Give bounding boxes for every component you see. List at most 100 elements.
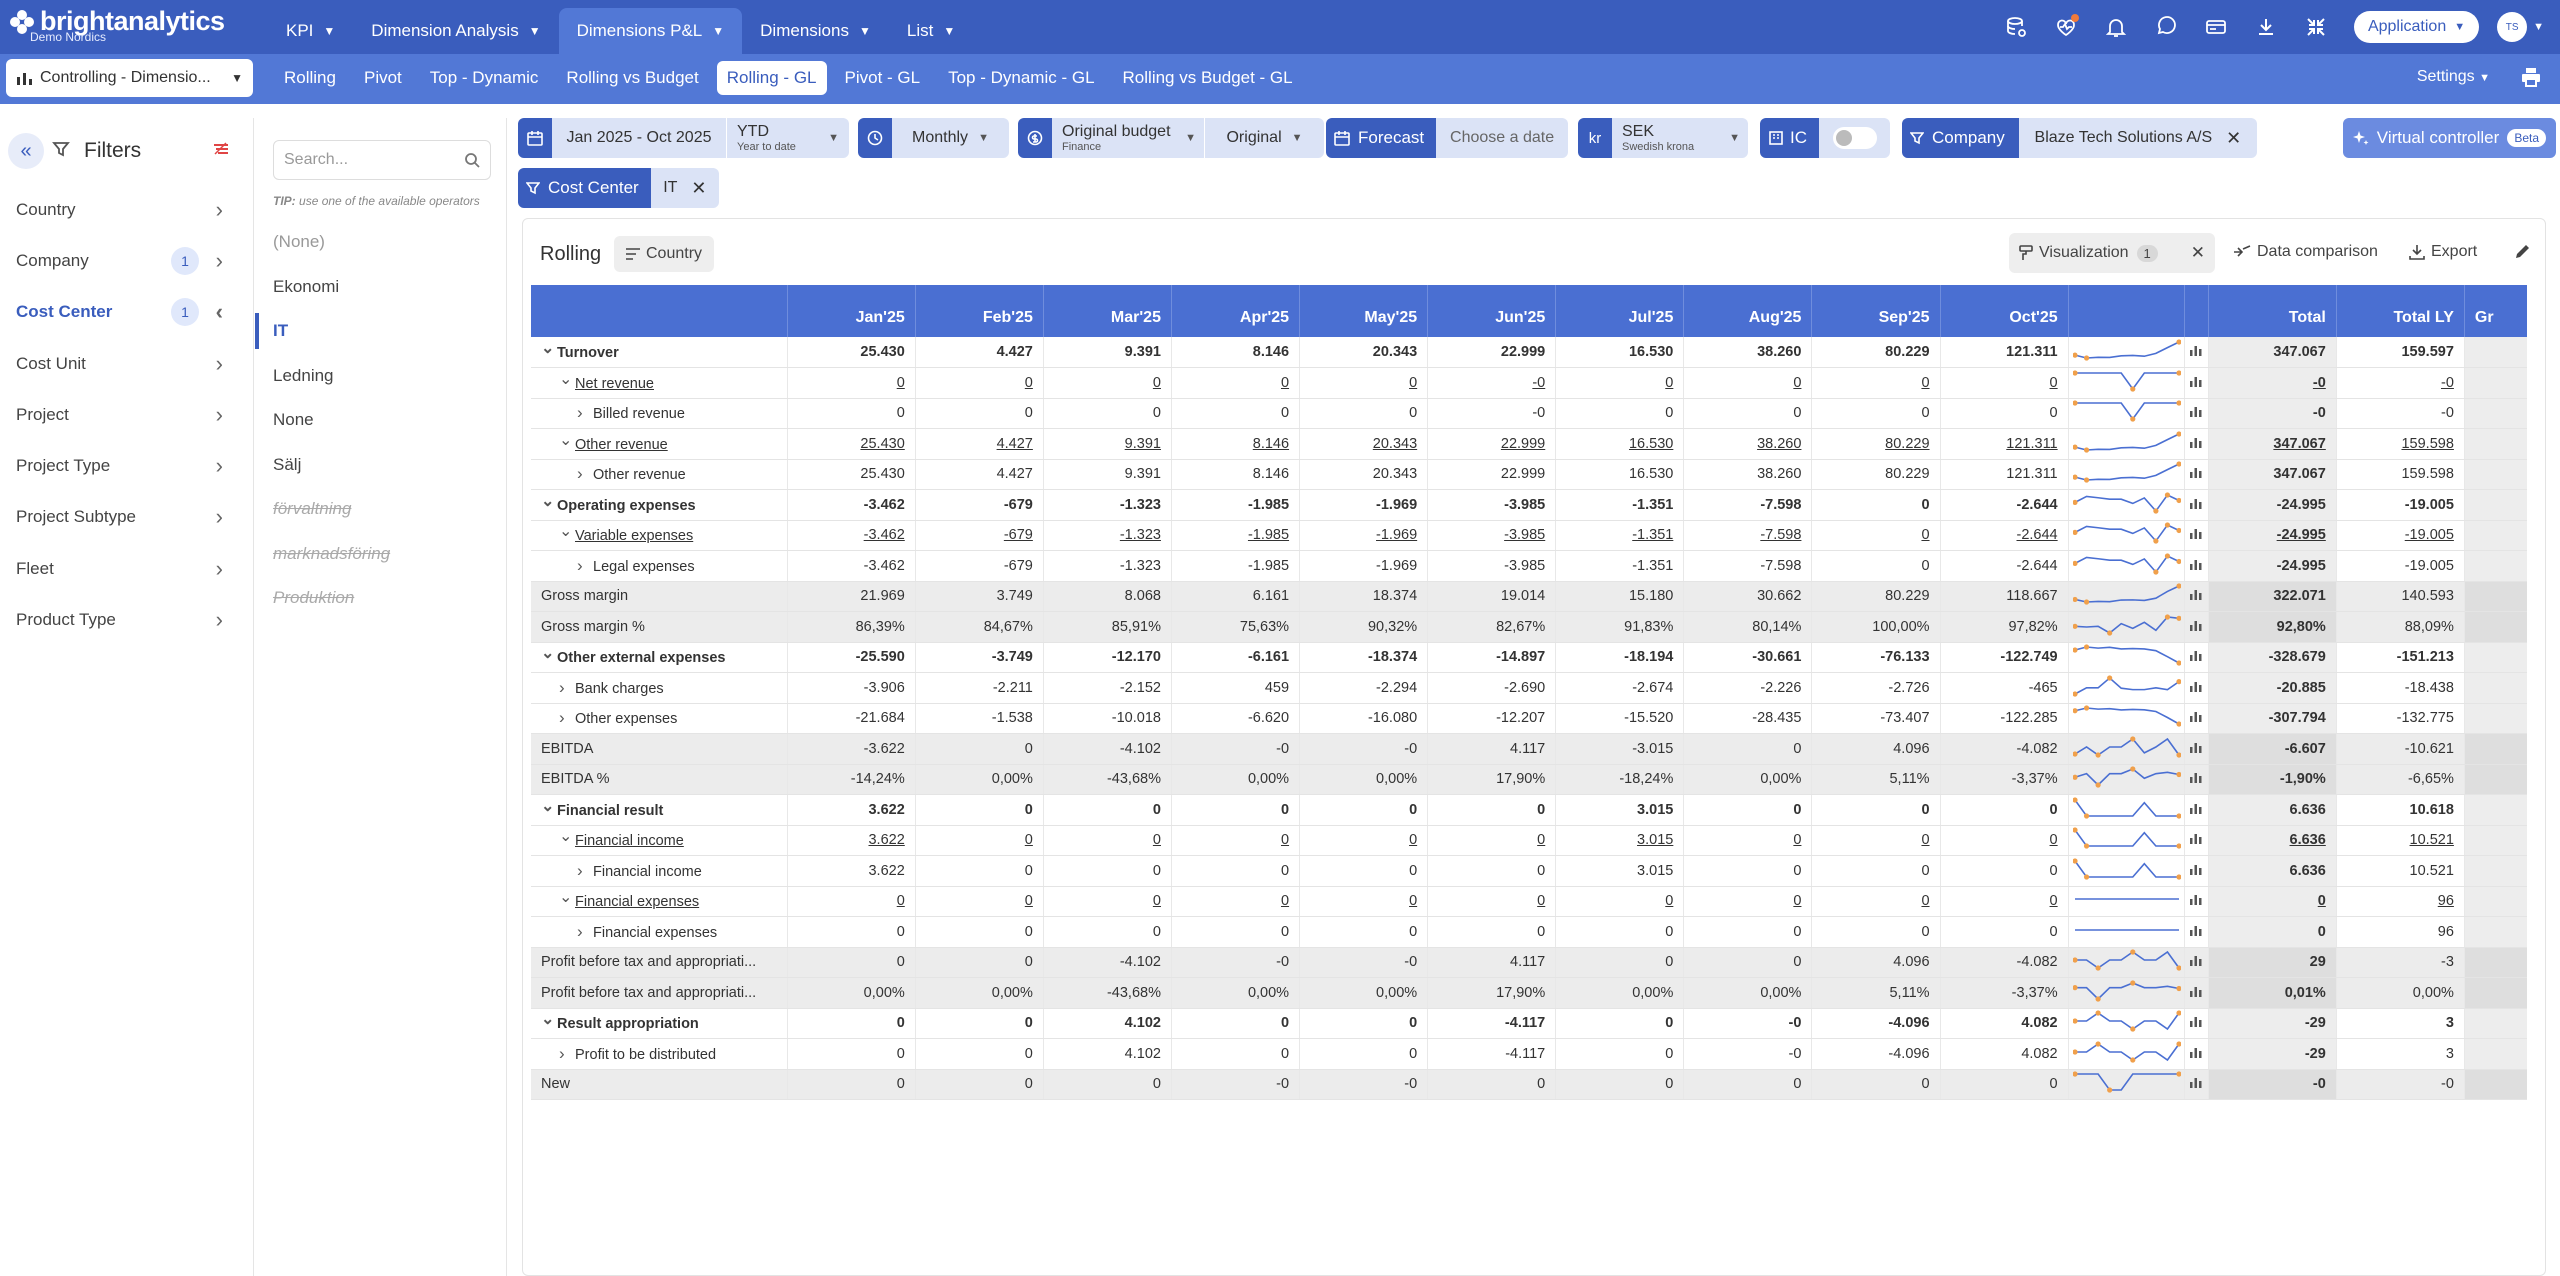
value-cell[interactable]: 0,00% [915, 764, 1044, 795]
value-cell[interactable]: 25.430 [787, 337, 916, 368]
chat-icon[interactable] [2150, 11, 2182, 43]
value-cell[interactable]: 4.117 [1427, 733, 1557, 765]
filter-value-item[interactable]: IT [255, 309, 507, 354]
filter-value-item[interactable]: förvaltning [273, 499, 352, 519]
value-cell[interactable]: 4.427 [915, 428, 1044, 460]
value-cell[interactable]: -0 [1299, 1069, 1429, 1100]
table-row[interactable]: Profit before tax and appropriati... 0 0 -4… [531, 947, 2527, 978]
value-cell[interactable]: 0 [787, 1038, 916, 1070]
main-nav-item[interactable]: Dimension Analysis ▼ [353, 8, 558, 54]
report-tab[interactable]: Pivot [363, 68, 402, 87]
value-cell[interactable]: -0 [1171, 1069, 1301, 1100]
value-cell[interactable]: 15.180 [1555, 581, 1685, 612]
value-cell[interactable]: 0 [1043, 398, 1172, 429]
value-cell[interactable]: 0 [1940, 398, 2069, 429]
value-cell[interactable]: -6.161 [1171, 642, 1301, 673]
row-label-cell[interactable]: › Other revenue [531, 459, 788, 490]
value-cell[interactable]: 0 [1940, 794, 2069, 826]
value-cell[interactable]: 80.229 [1811, 581, 1941, 612]
settings-menu[interactable]: Settings ▼ [2417, 68, 2490, 86]
remove-company-filter-icon[interactable]: ✕ [2226, 127, 2242, 148]
total-cell[interactable]: 322.071 [2208, 581, 2337, 612]
table-row[interactable]: ⌄ Result appropriation 0 0 4.102 0 0 -4.117 0 -0-… [531, 1008, 2527, 1039]
row-label-cell[interactable]: EBITDA [531, 733, 788, 765]
column-header[interactable]: Sep'25 [1811, 285, 1941, 337]
total-cell[interactable]: -6.607 [2208, 733, 2337, 765]
total-cell[interactable]: -328.679 [2208, 642, 2337, 673]
currency-selector[interactable]: kr SEK Swedish krona ▼ [1578, 118, 1748, 158]
collapse-row-icon[interactable]: ⌄ [541, 1011, 555, 1029]
value-cell[interactable]: -7.598 [1683, 520, 1813, 551]
value-cell[interactable]: 0 [1555, 398, 1685, 429]
table-row[interactable]: › Profit to be distributed 0 0 4.102 0 0 -4.117… [531, 1038, 2527, 1070]
value-cell[interactable]: 4.102 [1043, 1038, 1172, 1070]
row-label-cell[interactable]: ⌄ Turnover [531, 337, 788, 368]
value-cell[interactable]: -43,68% [1043, 977, 1172, 1009]
value-cell[interactable]: -3.462 [787, 520, 916, 551]
bar-chart-icon[interactable] [2190, 1015, 2202, 1028]
filter-item[interactable]: Company 1 › [0, 235, 253, 286]
main-nav-item[interactable]: KPI ▼ [268, 8, 353, 54]
value-cell[interactable]: -1.351 [1555, 550, 1685, 582]
value-cell[interactable]: -4.102 [1043, 733, 1172, 765]
column-header[interactable]: Feb'25 [915, 285, 1044, 337]
card-icon[interactable] [2200, 11, 2232, 43]
total-ly-cell[interactable]: -10.621 [2336, 733, 2465, 765]
value-cell[interactable]: -2.226 [1683, 672, 1813, 704]
period-range[interactable]: Jan 2025 - Oct 2025 [552, 118, 726, 158]
row-label-cell[interactable]: › Other expenses [531, 703, 788, 734]
collapse-row-icon[interactable]: ⌄ [559, 370, 573, 388]
value-cell[interactable]: -6.620 [1171, 703, 1301, 734]
column-header[interactable]: Jul'25 [1555, 285, 1685, 337]
report-tab[interactable]: Rolling vs Budget [566, 68, 699, 87]
bar-chart-icon[interactable] [2190, 954, 2202, 967]
value-cell[interactable]: 0 [1811, 916, 1941, 948]
value-cell[interactable]: -4.117 [1427, 1008, 1557, 1039]
value-cell[interactable]: 84,67% [915, 611, 1044, 643]
value-cell[interactable]: 0 [1171, 1008, 1301, 1039]
total-ly-cell[interactable]: -19.005 [2336, 550, 2465, 582]
column-header[interactable]: May'25 [1299, 285, 1429, 337]
value-cell[interactable]: 0 [1427, 1069, 1557, 1100]
value-cell[interactable]: 0 [1171, 886, 1301, 917]
report-tab[interactable]: Rolling - GL [716, 61, 827, 95]
value-cell[interactable]: -679 [915, 489, 1044, 521]
value-cell[interactable]: 0 [1171, 794, 1301, 826]
value-cell[interactable]: -2.644 [1940, 550, 2069, 582]
total-cell[interactable]: -29 [2208, 1008, 2337, 1039]
total-cell[interactable]: 0 [2208, 916, 2337, 948]
value-cell[interactable]: 3.622 [787, 855, 916, 887]
value-cell[interactable]: -15.520 [1555, 703, 1685, 734]
value-cell[interactable]: -14,24% [787, 764, 916, 795]
value-cell[interactable]: 0 [1299, 398, 1429, 429]
value-cell[interactable]: 17,90% [1427, 764, 1557, 795]
table-row[interactable]: New 0 0 0 -0 -0 0 0 0 0 0 -0 -0 [531, 1069, 2527, 1100]
value-cell[interactable]: 0 [1683, 886, 1813, 917]
total-ly-cell[interactable]: -132.775 [2336, 703, 2465, 734]
collapse-row-icon[interactable]: ⌄ [541, 340, 555, 357]
table-row[interactable]: › Other expenses -21.684 -1.538 -10.018 -6.62… [531, 703, 2527, 734]
value-cell[interactable]: 0 [915, 1038, 1044, 1070]
table-row[interactable]: › Financial income 3.622 0 0 0 0 0 3.015 0 0 0 6.636… [531, 855, 2527, 887]
budget-version-select[interactable]: Original ▼ [1204, 118, 1324, 158]
collapse-row-icon[interactable]: ⌄ [541, 492, 555, 510]
total-ly-cell[interactable]: -151.213 [2336, 642, 2465, 673]
value-cell[interactable]: 22.999 [1427, 337, 1557, 368]
value-cell[interactable]: 0 [1811, 550, 1941, 582]
expand-row-icon[interactable]: › [559, 708, 565, 728]
table-row[interactable]: ⌄ Financial expenses 0 0 0 0 0 0 0 0 0 0 0 96 [531, 886, 2527, 917]
value-cell[interactable]: -3.622 [787, 733, 916, 765]
total-ly-cell[interactable]: 96 [2336, 916, 2465, 948]
collapse-row-icon[interactable]: ⌄ [559, 431, 573, 449]
row-label-cell[interactable]: ⌄ Financial expenses [531, 886, 788, 917]
value-cell[interactable]: 0 [1811, 398, 1941, 429]
value-search-input[interactable] [284, 151, 454, 169]
total-ly-cell[interactable]: 3 [2336, 1038, 2465, 1070]
value-cell[interactable]: 80.229 [1811, 459, 1941, 490]
value-cell[interactable]: 0 [915, 794, 1044, 826]
value-cell[interactable]: 0 [1940, 825, 2069, 856]
value-cell[interactable]: 75,63% [1171, 611, 1301, 643]
table-row[interactable]: ⌄ Other revenue 25.430 4.427 9.391 8.146 20.34… [531, 428, 2527, 460]
value-cell[interactable]: 3.015 [1555, 794, 1685, 826]
value-cell[interactable]: 0 [1427, 855, 1557, 887]
